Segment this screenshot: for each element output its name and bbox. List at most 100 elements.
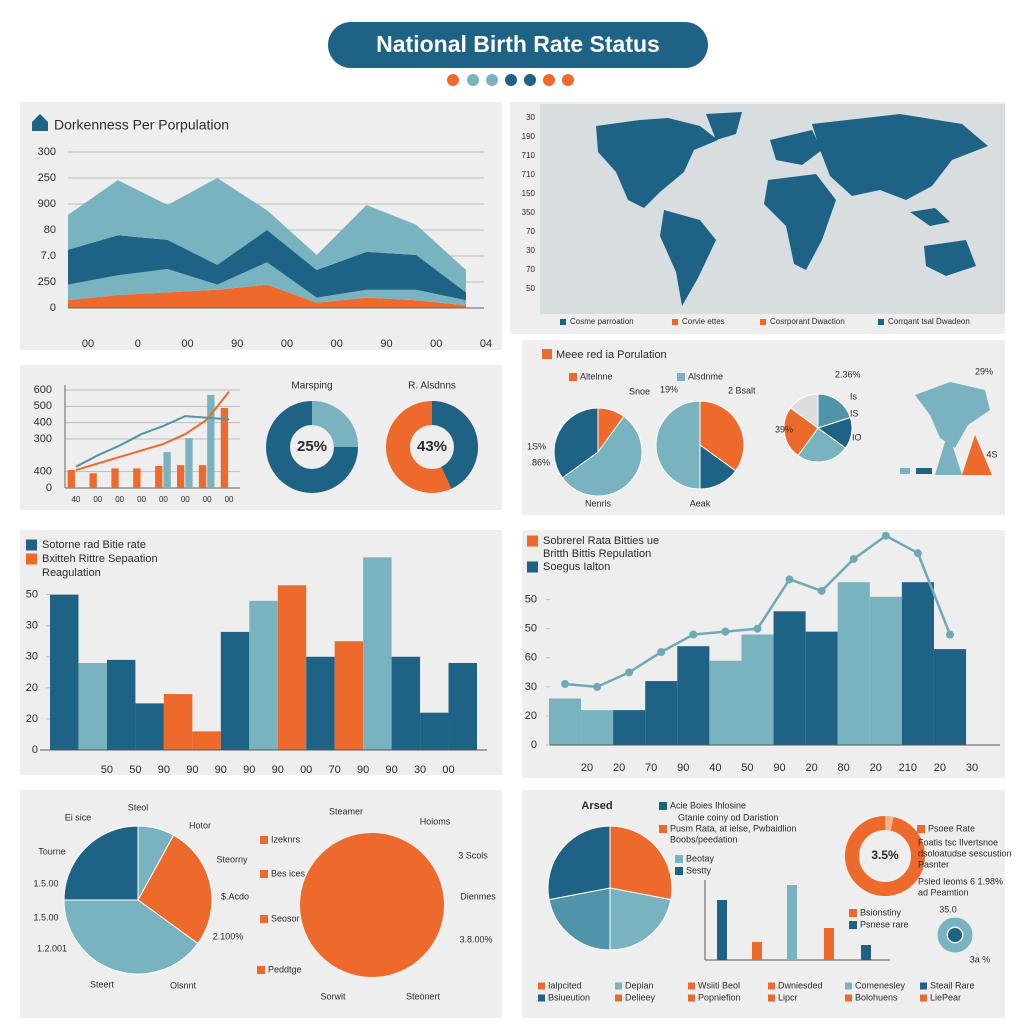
legend-swatch xyxy=(768,994,775,1002)
area-layer xyxy=(68,230,466,301)
area-column xyxy=(741,634,774,745)
line-marker xyxy=(817,586,826,595)
legend-swatch xyxy=(560,319,566,325)
continent xyxy=(596,118,718,208)
x-tick-label: 00 xyxy=(281,338,293,350)
axis-label: 30 xyxy=(526,113,535,122)
annotation: Bes ices xyxy=(271,868,306,878)
legend-swatch xyxy=(257,966,265,974)
donut-title: R. Alsdnns xyxy=(408,381,456,392)
x-tick-label: 90 xyxy=(243,764,255,776)
annotation: Steonert xyxy=(406,991,441,1001)
dot xyxy=(505,74,517,86)
panel-title: Meee red ia Porulation xyxy=(556,349,667,361)
pie-slice xyxy=(300,833,444,977)
donut-segment xyxy=(432,401,478,489)
area-column xyxy=(613,710,646,745)
legend-label: LiePear xyxy=(930,992,961,1002)
bar xyxy=(861,945,871,960)
annotation: Alsdnme xyxy=(688,371,723,381)
bar xyxy=(111,468,119,488)
small-donut xyxy=(937,917,973,953)
donut-title: Marsping xyxy=(291,381,332,392)
axis-label: 150 xyxy=(522,189,536,198)
bar xyxy=(135,703,164,750)
dot xyxy=(562,74,574,86)
x-tick-label: 00 xyxy=(82,338,94,350)
annotation: Hoioms xyxy=(420,816,451,826)
legend-label: Wsiiti Beol xyxy=(698,980,740,990)
annotation: 2 Bsalt xyxy=(728,385,756,395)
pie-slice xyxy=(137,834,213,945)
legend-swatch xyxy=(672,319,678,325)
y-tick-label: 500 xyxy=(34,400,52,412)
legend-swatch xyxy=(845,994,852,1002)
area-column xyxy=(869,596,902,745)
mini-map xyxy=(900,382,992,475)
legend-swatch xyxy=(760,319,766,325)
y-tick-label: 30 xyxy=(525,681,537,693)
bar xyxy=(448,662,477,750)
legend-label: Corrqant tsal Dwadeon xyxy=(888,317,970,326)
annotation: Acie Boies Ihlosine xyxy=(670,800,746,810)
line-marker xyxy=(785,575,794,584)
small-donut-core xyxy=(948,928,962,942)
y-tick-label: 7.0 xyxy=(41,250,56,262)
y-tick-label: 600 xyxy=(34,384,52,396)
legend-label: Sotorne rad Bitie rate xyxy=(42,539,146,551)
x-tick-label: 80 xyxy=(838,762,850,774)
y-tick-label: 20 xyxy=(26,713,38,725)
legend-swatch xyxy=(845,982,852,990)
legend-label: Cosrporant Dwaction xyxy=(770,317,845,326)
annotation: 2.100% xyxy=(213,931,244,941)
y-tick-label: 250 xyxy=(38,276,56,288)
legend-swatch xyxy=(260,870,268,878)
bar xyxy=(177,465,185,488)
y-tick-label: 400 xyxy=(34,466,52,478)
legend-swatch xyxy=(659,825,667,833)
donut-segment xyxy=(312,401,358,447)
donut-label: 3.5% xyxy=(871,848,899,862)
annotation: 3.8.00% xyxy=(459,934,492,944)
legend-label: Corvie ettes xyxy=(682,317,725,326)
annotation: 86% xyxy=(532,457,550,467)
x-tick-label: 0 xyxy=(135,338,141,350)
x-tick-label: 00 xyxy=(115,495,124,504)
x-tick-label: 70 xyxy=(329,764,341,776)
legend-swatch xyxy=(849,909,857,917)
annotation: 39% xyxy=(775,424,793,434)
pie-slice xyxy=(553,407,599,479)
mini-triangle xyxy=(962,435,992,475)
x-tick-label: 00 xyxy=(181,338,193,350)
legend-label: Britth Bittis Repulation xyxy=(543,548,651,560)
legend-swatch xyxy=(615,982,622,990)
annotation: Boobs/peedation xyxy=(670,834,738,844)
annotation: Ei sice xyxy=(65,812,92,822)
legend-label: Steail Rare xyxy=(930,980,975,990)
legend-swatch xyxy=(527,535,538,547)
x-tick-label: 90 xyxy=(357,764,369,776)
legend-swatch xyxy=(538,994,545,1002)
x-tick-label: 50 xyxy=(101,764,113,776)
pie-slice xyxy=(561,415,643,497)
legend-swatch xyxy=(849,921,857,929)
y-tick-label: 20 xyxy=(525,710,537,722)
y-tick-label: 300 xyxy=(38,146,56,158)
dot xyxy=(467,74,479,86)
pie-slice xyxy=(547,825,611,901)
y-tick-label: 30 xyxy=(26,620,38,632)
x-tick-label: 00 xyxy=(442,764,454,776)
line-marker xyxy=(625,668,634,677)
title-dots xyxy=(447,74,574,86)
x-tick-label: 90 xyxy=(272,764,284,776)
legend-label: Comenesley xyxy=(855,980,906,990)
x-tick-label: 20 xyxy=(934,762,946,774)
area-layer xyxy=(68,178,466,293)
line xyxy=(75,391,230,471)
annotation: Steert xyxy=(90,979,115,989)
x-tick-label: 90 xyxy=(773,762,785,774)
line xyxy=(75,415,230,468)
panel-title: Dorkenness Per Porpulation xyxy=(54,117,229,133)
line-marker xyxy=(561,679,569,688)
